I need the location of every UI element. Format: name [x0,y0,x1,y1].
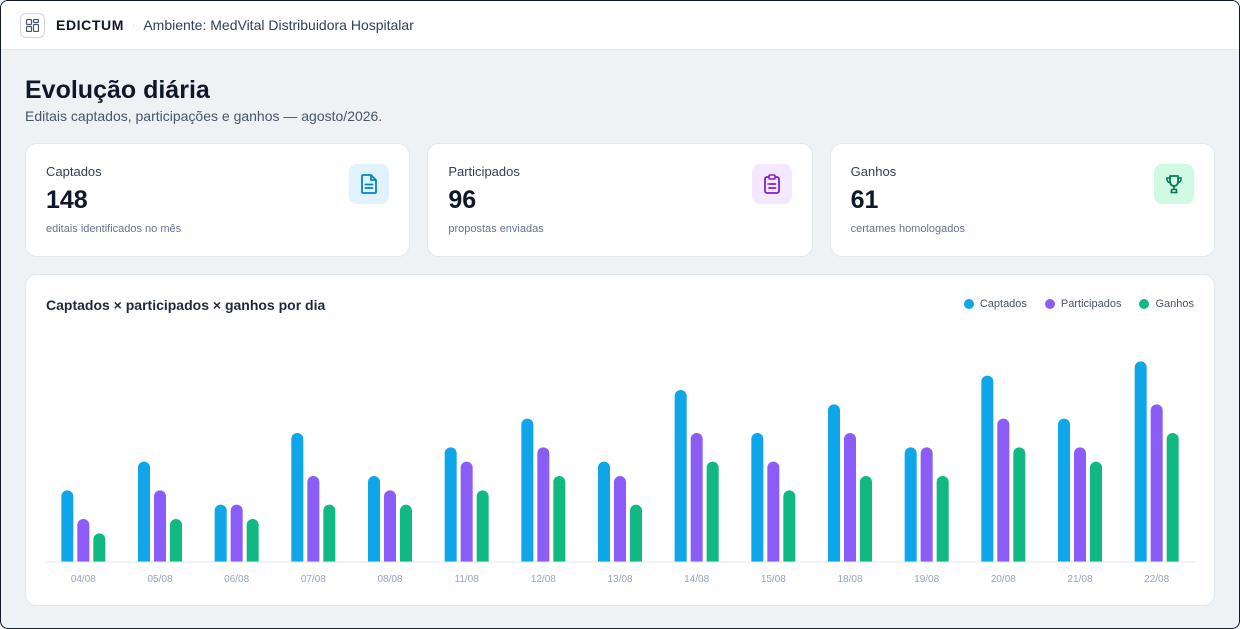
bar-captados-9[interactable] [751,433,764,568]
x-tick-label: 06/08 [224,574,249,585]
kpi-card-participados: Participados 96 propostas enviadas [427,143,813,257]
x-tick-label: 15/08 [761,574,786,585]
bar-ganhos-1[interactable] [170,519,182,568]
bar-participados-2[interactable] [230,504,243,568]
x-tick-label: 13/08 [607,574,632,585]
bar-captados-10[interactable] [828,404,840,568]
bar-participados-14[interactable] [1150,404,1163,568]
bar-ganhos-9[interactable] [783,490,796,568]
x-tick-label: 22/08 [1144,574,1169,585]
kpi-note: editais identificados no mês [46,223,182,235]
clipboard-icon [751,164,792,204]
legend-label: Participados [1060,298,1122,310]
bar-ganhos-3[interactable] [323,504,336,568]
bar-participados-0[interactable] [77,519,90,568]
bar-ganhos-12[interactable] [1013,447,1026,568]
x-tick-label: 18/08 [837,574,862,585]
brand-name: EDICTUM [56,17,124,33]
bar-ganhos-14[interactable] [1166,433,1179,568]
x-tick-label: 11/08 [455,574,480,585]
bar-captados-1[interactable] [138,461,150,568]
x-tick-label: 12/08 [531,574,556,585]
bar-participados-4[interactable] [384,490,396,568]
legend-item-captados: Captados [963,298,1027,310]
bar-captados-13[interactable] [1058,418,1070,568]
bar-participados-9[interactable] [767,461,780,568]
bar-ganhos-6[interactable] [553,476,566,568]
kpi-note: certames homologados [850,223,965,235]
page-subtitle: Editais captados, participações e ganhos… [25,108,383,124]
breadcrumb-separator: · [131,19,136,31]
legend-swatch [1044,299,1055,309]
bar-chart: 04/08 05/08 06/08 07/08 08/08 11/08 12/08 13/08… [46,361,1196,585]
bar-ganhos-5[interactable] [476,490,489,568]
bar-captados-3[interactable] [291,433,304,568]
kpi-card-captados: Captados 148 editais identificados no mê… [25,143,411,257]
kpi-value: 96 [448,186,477,214]
bar-captados-5[interactable] [444,447,457,568]
bar-participados-13[interactable] [1074,447,1086,568]
document-icon [349,164,390,204]
bar-participados-7[interactable] [614,476,626,568]
x-tick-label: 20/08 [991,574,1016,585]
kpi-value: 148 [46,186,88,214]
bar-captados-8[interactable] [674,390,687,568]
legend-item-participados: Participados [1044,298,1122,310]
x-tick-label: 07/08 [301,574,326,585]
bar-participados-8[interactable] [690,433,703,568]
legend-label: Ganhos [1155,298,1194,310]
bar-ganhos-13[interactable] [1090,461,1102,568]
kpi-note: propostas enviadas [448,223,544,235]
bar-captados-11[interactable] [904,447,917,568]
top-bar: EDICTUM · Ambiente: MedVital Distribuido… [1,1,1239,50]
bar-ganhos-10[interactable] [860,476,872,568]
bar-participados-6[interactable] [537,447,550,568]
legend-label: Captados [979,298,1027,310]
bar-ganhos-4[interactable] [400,504,412,568]
kpi-cards: Captados 148 editais identificados no mê… [25,143,1215,257]
x-tick-label: 04/08 [71,574,96,585]
bar-ganhos-0[interactable] [93,533,106,568]
bar-ganhos-11[interactable] [936,476,949,568]
bar-captados-12[interactable] [981,375,994,568]
x-tick-label: 21/08 [1067,574,1092,585]
daily-chart-card: Captados × participados × ganhos por dia… [25,274,1215,606]
bar-participados-5[interactable] [460,461,473,568]
kpi-card-ganhos: Ganhos 61 certames homologados [829,143,1215,257]
bar-participados-3[interactable] [307,476,320,568]
legend-item-ganhos: Ganhos [1139,298,1194,310]
baseline-mask [46,562,1196,570]
bar-participados-10[interactable] [844,433,856,568]
bar-ganhos-7[interactable] [630,504,642,568]
bar-captados-4[interactable] [368,476,380,568]
grid-icon[interactable] [20,12,45,38]
x-tick-label: 19/08 [914,574,939,585]
trophy-icon [1153,164,1194,204]
legend-swatch [963,299,974,309]
legend-swatch [1139,299,1150,309]
page-title: Evolução diária [25,76,210,104]
bar-participados-1[interactable] [154,490,166,568]
bar-ganhos-2[interactable] [246,519,259,568]
x-tick-label: 08/08 [377,574,402,585]
main-content: Evolução diária Editais captados, partic… [1,50,1239,606]
chart-title: Captados × participados × ganhos por dia [46,297,326,313]
chart-legend: Captados Participados Ganhos [963,298,1194,310]
bar-participados-11[interactable] [920,447,933,568]
bar-captados-2[interactable] [214,504,227,568]
bar-captados-6[interactable] [521,418,534,568]
bar-ganhos-8[interactable] [706,461,719,568]
kpi-label: Captados [46,164,102,179]
kpi-value: 61 [850,186,879,214]
bar-captados-0[interactable] [61,490,74,568]
environment-label: Ambiente: MedVital Distribuidora Hospita… [143,17,414,33]
x-tick-label: 05/08 [147,574,172,585]
bar-participados-12[interactable] [997,418,1010,568]
kpi-label: Ganhos [850,164,897,179]
kpi-label: Participados [448,164,520,179]
bar-captados-14[interactable] [1134,361,1147,568]
x-tick-label: 14/08 [684,574,709,585]
bar-captados-7[interactable] [598,461,610,568]
